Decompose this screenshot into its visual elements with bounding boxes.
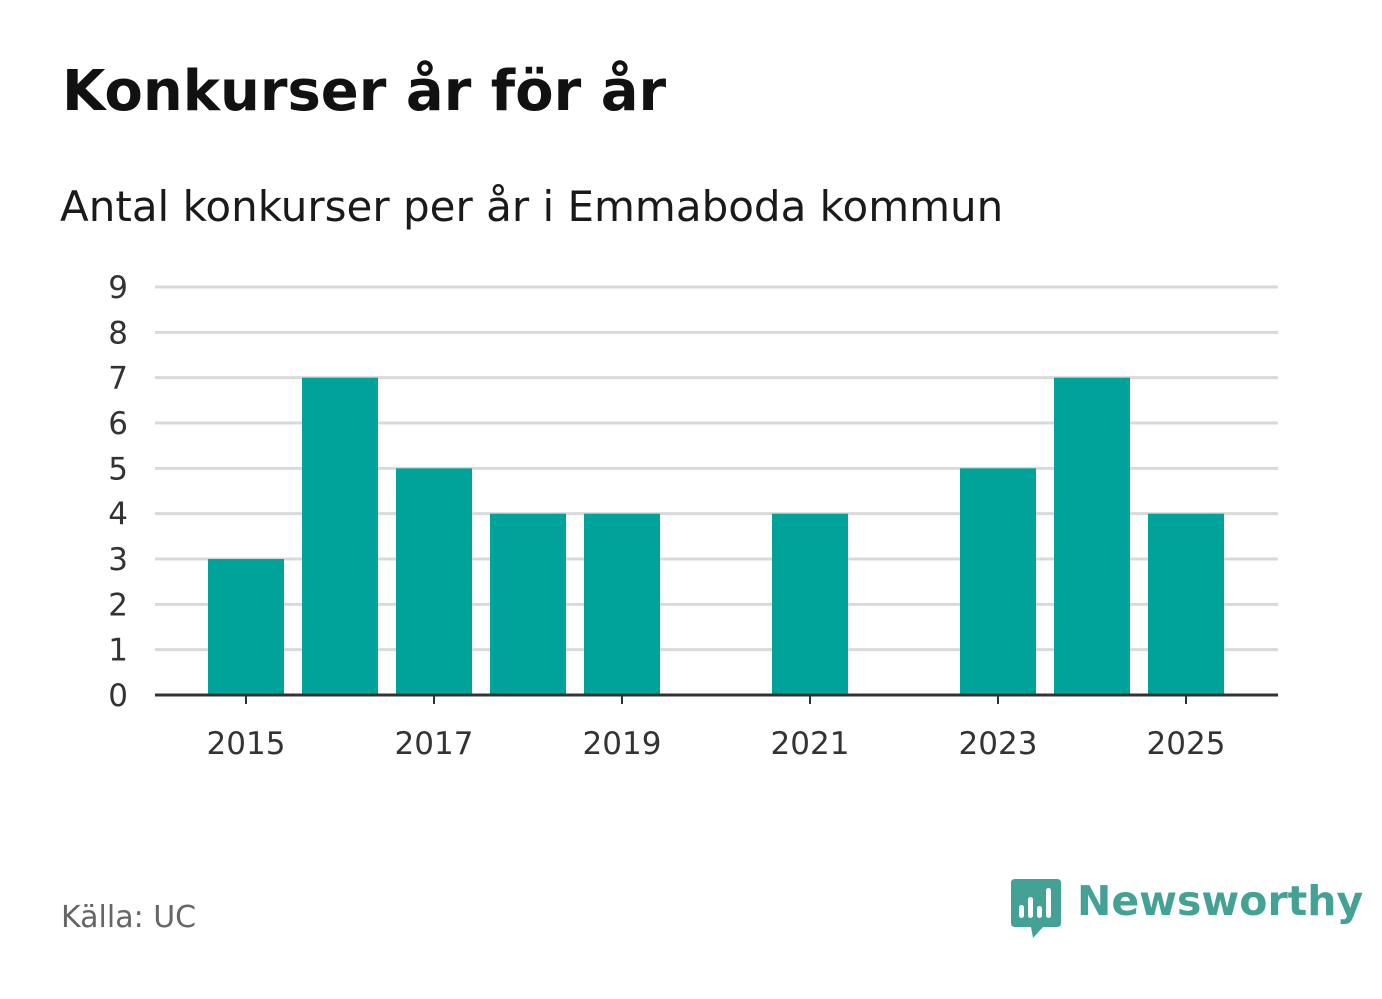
y-tick-label-4: 4 [108, 497, 128, 533]
bar-2017 [396, 468, 472, 695]
y-tick-label-0: 0 [108, 678, 128, 714]
bars [208, 377, 1224, 695]
bar-2019 [584, 513, 660, 695]
y-tick-label-6: 6 [108, 406, 128, 442]
y-tick-label-1: 1 [108, 633, 128, 669]
x-tick-label-2015: 2015 [207, 726, 286, 762]
y-tick-label-3: 3 [108, 542, 128, 578]
newsworthy-logo-icon [1011, 879, 1061, 938]
chart-title: Konkurser år för år [62, 59, 667, 124]
x-tick-label-2021: 2021 [771, 726, 850, 762]
x-tick-label-2017: 2017 [395, 726, 474, 762]
bar-2024 [1054, 377, 1130, 695]
x-tick-label-2019: 2019 [583, 726, 662, 762]
brand-name: Newsworthy [1077, 877, 1364, 925]
bar-2025 [1148, 513, 1224, 695]
x-tick-label-2023: 2023 [959, 726, 1038, 762]
y-tick-label-9: 9 [108, 270, 128, 306]
y-tick-label-8: 8 [108, 315, 128, 351]
bar-2021 [772, 513, 848, 695]
y-tick-label-2: 2 [108, 587, 128, 623]
tick-labels: 0 1 2 3 4 5 6 7 8 9 2015 2017 2019 2021 2023 2025 [108, 270, 1225, 762]
y-tick-label-7: 7 [108, 361, 128, 397]
bar-2023 [960, 468, 1036, 695]
source-note: Källa: UC [61, 900, 197, 935]
bar-2015 [208, 559, 284, 695]
chart-subtitle: Antal konkurser per år i Emmaboda kommun [60, 182, 1004, 231]
x-tick-label-2025: 2025 [1147, 726, 1226, 762]
bar-2018 [490, 513, 566, 695]
bar-2016 [302, 377, 378, 695]
axes [155, 693, 1278, 704]
brand-logo: Newsworthy [1011, 879, 1363, 939]
y-tick-label-5: 5 [108, 451, 128, 487]
